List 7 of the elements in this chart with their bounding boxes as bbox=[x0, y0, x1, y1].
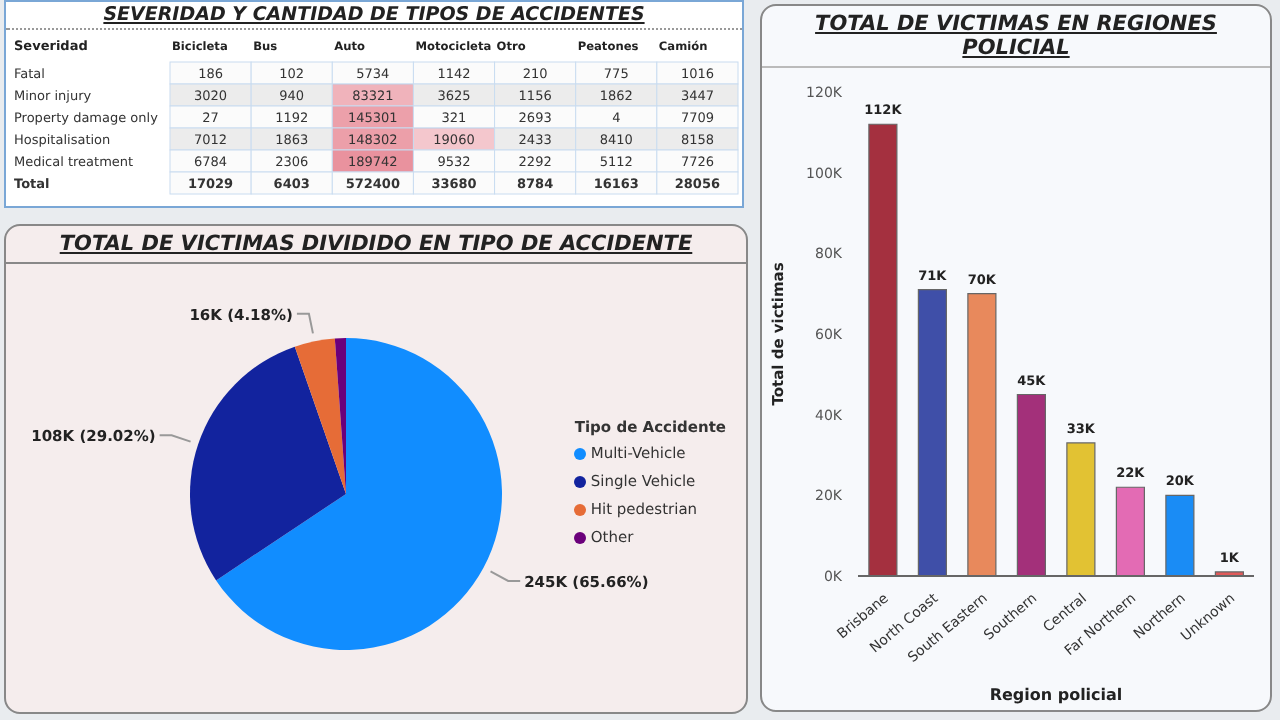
chart-title: TOTAL DE VICTIMAS EN REGIONES POLICIAL bbox=[762, 6, 1270, 68]
pie-slice bbox=[216, 338, 502, 650]
chart-title: SEVERIDAD Y CANTIDAD DE TIPOS DE ACCIDENTES bbox=[6, 2, 742, 30]
chart-title: TOTAL DE VICTIMAS DIVIDIDO EN TIPO DE ACCIDENTE bbox=[6, 226, 746, 264]
pie-slice bbox=[294, 338, 346, 494]
pie-slice bbox=[190, 346, 346, 581]
x-axis-title: Region policial bbox=[989, 686, 1123, 704]
